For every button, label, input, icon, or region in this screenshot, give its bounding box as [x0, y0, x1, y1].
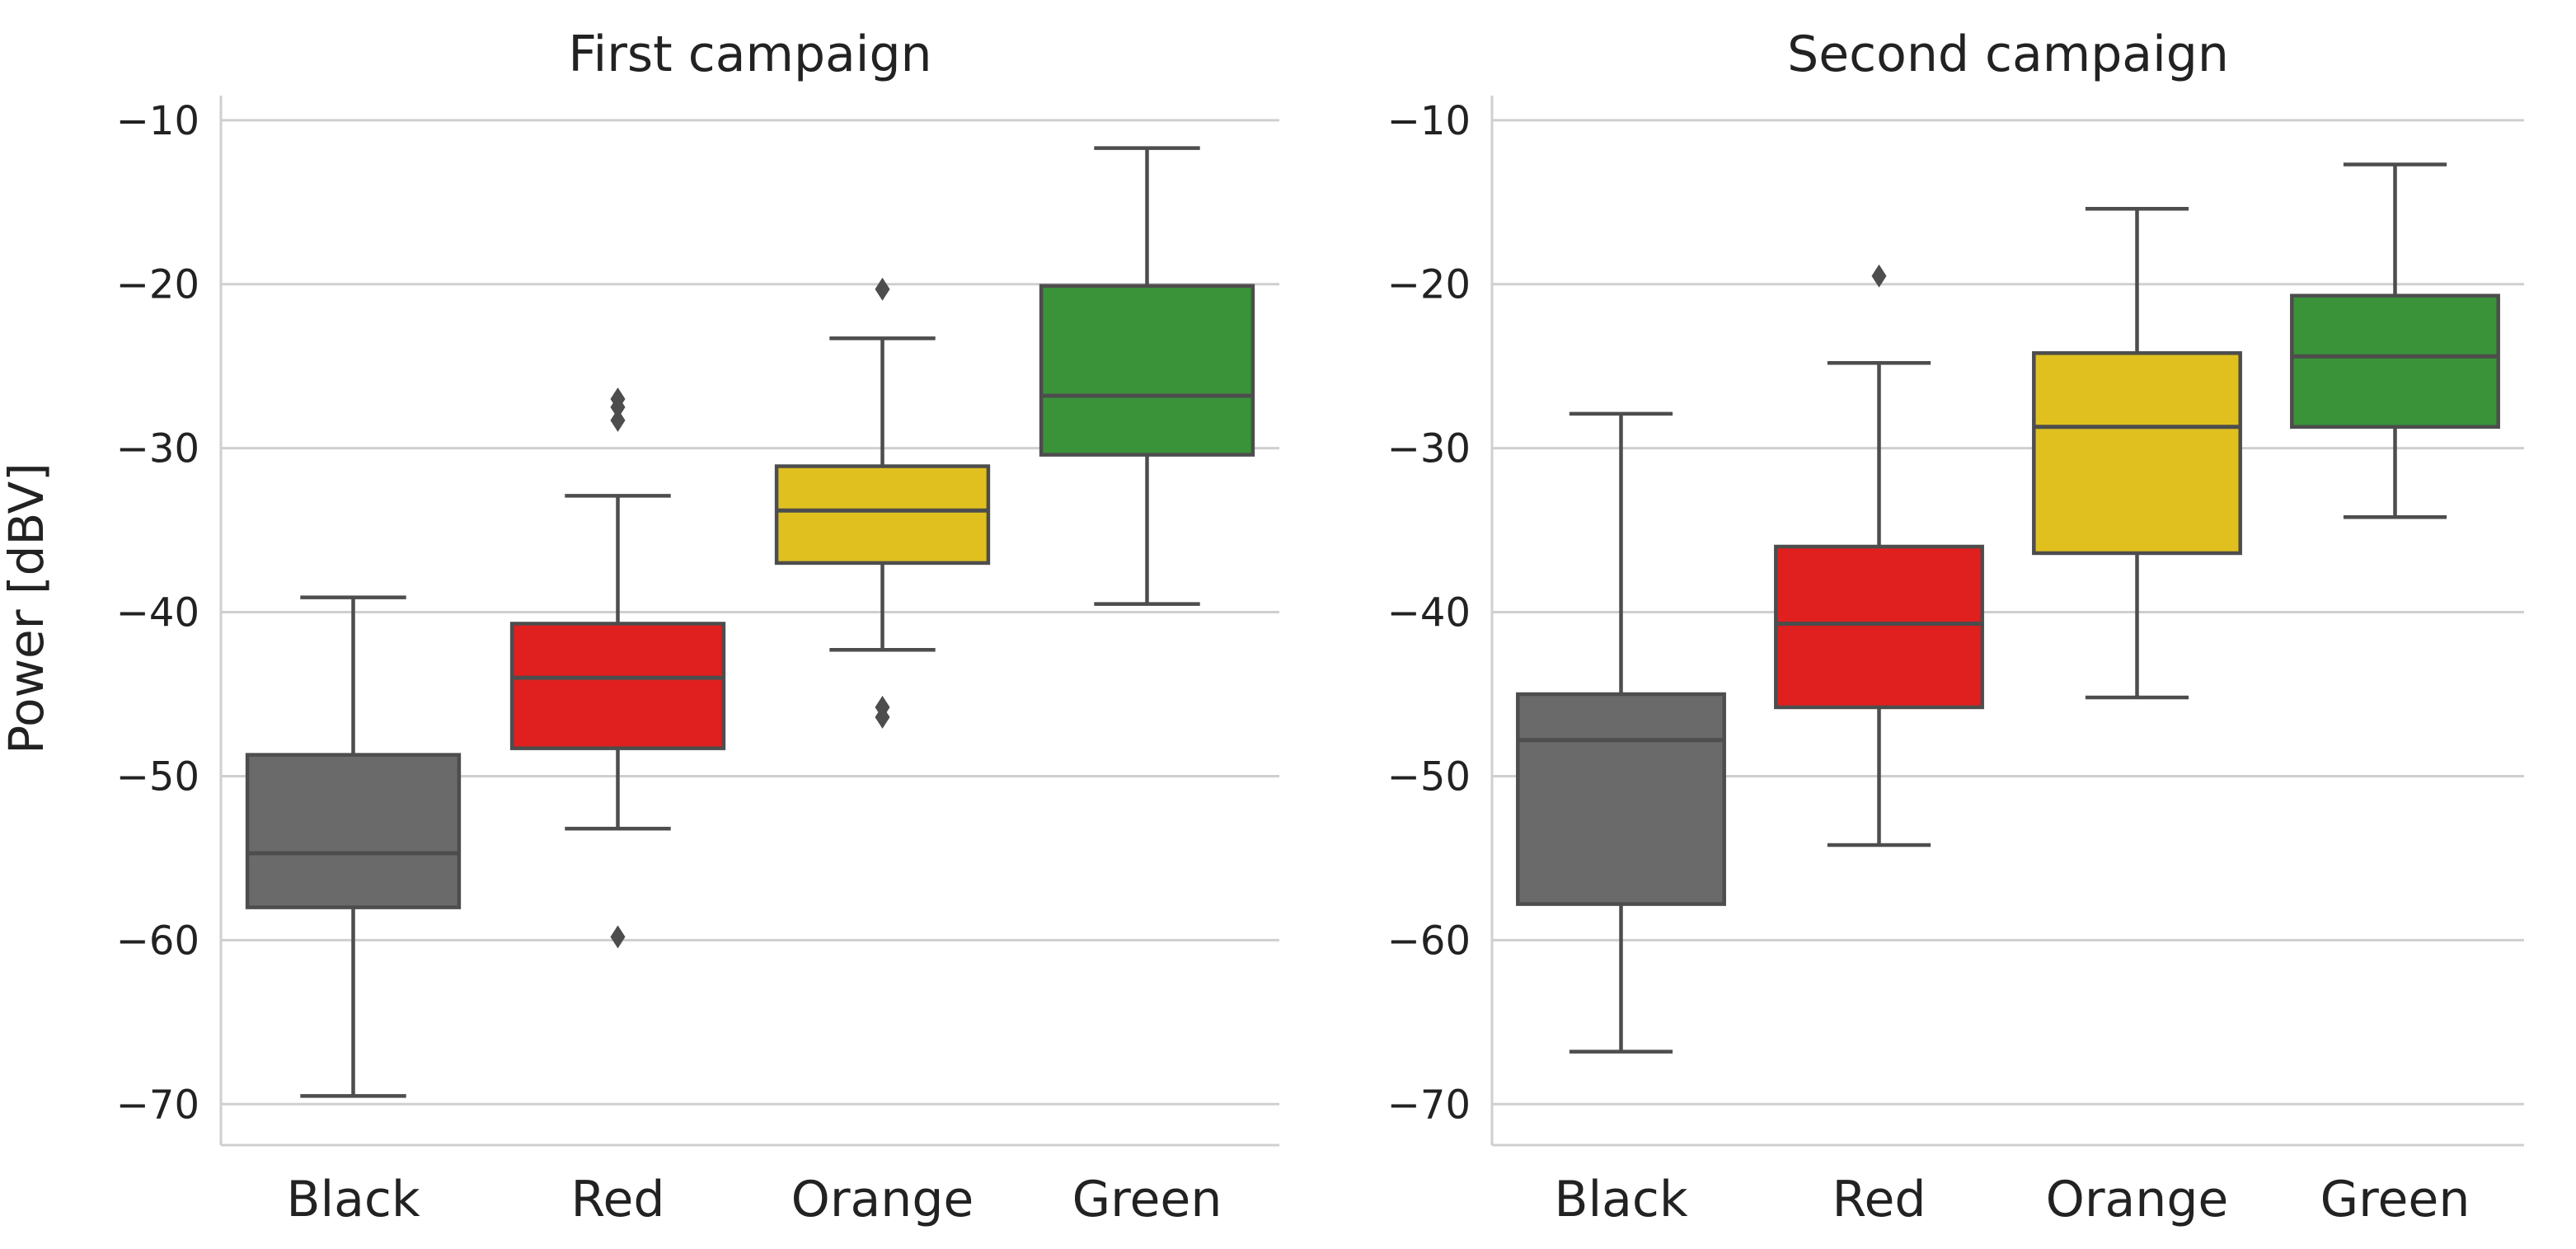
y-tick-label: −70	[1387, 1082, 1471, 1128]
y-tick-label: −30	[116, 426, 199, 472]
y-tick-label: −50	[116, 754, 199, 800]
outlier-point	[875, 277, 890, 301]
x-category-label: Red	[571, 1171, 665, 1228]
outlier-point	[875, 695, 890, 719]
x-category-label: Green	[2320, 1171, 2470, 1228]
box-orange	[774, 464, 991, 566]
box-orange	[2032, 351, 2242, 556]
box-red	[509, 622, 726, 750]
y-tick-label: −50	[1387, 754, 1471, 800]
outlier-point	[610, 387, 626, 411]
y-tick-label: −60	[116, 918, 199, 964]
y-tick-label: −20	[116, 262, 199, 308]
panel-title: First campaign	[568, 26, 931, 83]
y-tick-label: −70	[116, 1082, 199, 1128]
box-black	[245, 753, 462, 909]
box-green	[2290, 293, 2500, 430]
x-category-label: Black	[1554, 1171, 1688, 1228]
x-category-label: Red	[1832, 1171, 1926, 1228]
x-category-label: Green	[1072, 1171, 1222, 1228]
panel-first-campaign: −10 −20 −30 −40 −50 −60 −70 First campaign Black…	[116, 26, 1279, 1228]
outlier-point	[1871, 264, 1887, 288]
box-black	[1516, 692, 1726, 906]
y-tick-label: −10	[116, 98, 199, 144]
y-tick-label: −20	[1387, 262, 1471, 308]
outlier-point	[610, 408, 626, 432]
y-axis-label: Power [dBV]	[0, 463, 54, 754]
box-green	[1039, 284, 1255, 457]
x-category-label: Black	[286, 1171, 420, 1228]
y-tick-label: −40	[1387, 590, 1471, 636]
box-red	[1774, 544, 1984, 710]
y-tick-label: −30	[1387, 426, 1471, 472]
y-tick-label: −40	[116, 590, 199, 636]
outlier-point	[610, 925, 626, 949]
panel-title: Second campaign	[1787, 26, 2229, 83]
panel-second-campaign: −10 −20 −30 −40 −50 −60 −70 Second campaign Blac…	[1387, 26, 2524, 1228]
x-category-label: Orange	[791, 1171, 974, 1228]
y-tick-label: −60	[1387, 918, 1471, 964]
x-category-label: Orange	[2046, 1171, 2229, 1228]
y-tick-label: −10	[1387, 98, 1471, 144]
